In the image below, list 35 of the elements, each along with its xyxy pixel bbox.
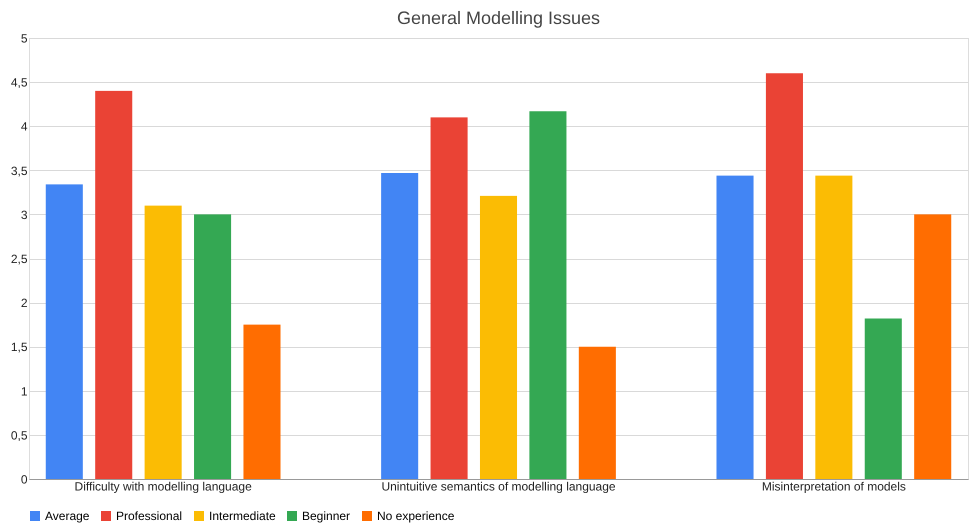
bar — [529, 111, 566, 479]
bar — [381, 172, 418, 479]
y-tick-label: 0 — [20, 472, 28, 486]
bar — [194, 214, 232, 479]
bar — [46, 184, 83, 479]
bar — [815, 176, 852, 479]
bar — [480, 196, 518, 479]
y-tick-label: 4 — [20, 120, 28, 134]
bar — [430, 117, 468, 479]
legend-label: Intermediate — [209, 509, 276, 523]
x-tick-label: Unintuitive semantics of modelling language — [381, 480, 616, 494]
bar — [864, 318, 902, 479]
y-tick-label: 1 — [20, 384, 28, 398]
legend-label: No experience — [377, 509, 455, 523]
legend-label: Professional — [116, 509, 182, 523]
bar — [914, 214, 952, 479]
bar — [144, 206, 182, 479]
bar — [766, 73, 803, 479]
y-tick-label: 0,5 — [10, 428, 28, 442]
bar — [243, 324, 281, 479]
y-tick-label: 2,5 — [10, 252, 28, 266]
y-tick-label: 5 — [20, 32, 28, 46]
y-tick-label: 4,5 — [10, 76, 28, 90]
chart-title: General Modelling Issues — [396, 8, 600, 28]
y-tick-label: 1,5 — [10, 340, 28, 354]
bar — [95, 90, 132, 479]
bar — [578, 346, 616, 479]
y-tick-label: 3,5 — [10, 164, 28, 178]
x-tick-label: Misinterpretation of models — [762, 480, 906, 494]
bar — [716, 176, 754, 479]
y-tick-label: 3 — [20, 208, 28, 222]
legend-label: Average — [45, 509, 90, 523]
legend-label: Beginner — [302, 509, 350, 523]
x-tick-label: Difficulty with modelling language — [74, 480, 252, 494]
y-tick-label: 2 — [20, 296, 28, 310]
